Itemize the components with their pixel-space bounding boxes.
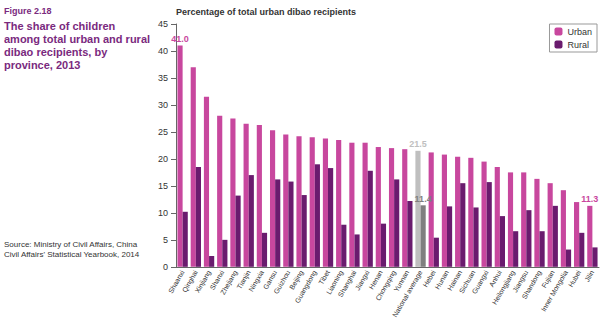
svg-text:30: 30 — [158, 100, 168, 110]
svg-text:Tianjin: Tianjin — [235, 269, 252, 291]
svg-text:Sichuan: Sichuan — [457, 269, 477, 295]
svg-text:Anhui: Anhui — [487, 269, 503, 288]
html-text:The share of children among to: The share of children among total urban … — [4, 20, 151, 71]
svg-text:11.4: 11.4 — [415, 194, 432, 204]
svg-text:0: 0 — [163, 262, 168, 272]
svg-text:Heilongjiang: Heilongjiang — [490, 269, 517, 306]
svg-text:25: 25 — [158, 127, 168, 137]
svg-text:Liaoning: Liaoning — [325, 269, 345, 296]
svg-text:National average: National average — [391, 269, 424, 319]
svg-text:Beijing: Beijing — [288, 269, 305, 291]
svg-text:Zhejiang: Zhejiang — [219, 269, 239, 296]
svg-text:Urban: Urban — [567, 27, 592, 37]
svg-text:10: 10 — [158, 208, 168, 218]
svg-text:Chongqing: Chongqing — [374, 269, 398, 302]
svg-text:Guangxi: Guangxi — [471, 269, 491, 296]
svg-text:Yunnan: Yunnan — [392, 269, 411, 294]
svg-text:Ningxia: Ningxia — [247, 269, 266, 293]
svg-text:Rural: Rural — [567, 40, 589, 50]
svg-text:Hainan: Hainan — [446, 269, 464, 292]
svg-text:11.3: 11.3 — [581, 194, 598, 204]
svg-text:Gansu: Gansu — [261, 269, 279, 291]
svg-text:Guizhou: Guizhou — [272, 269, 291, 295]
svg-text:35: 35 — [158, 73, 168, 83]
svg-text:Henan: Henan — [367, 269, 384, 291]
svg-text:Fujian: Fujian — [540, 269, 556, 289]
svg-text:Hebei: Hebei — [421, 269, 437, 289]
svg-text:40: 40 — [158, 46, 168, 56]
html-text:Figure 2.18: Figure 2.18 — [4, 6, 52, 16]
svg-text:Xinjiang: Xinjiang — [194, 269, 213, 295]
svg-text:Tibet: Tibet — [317, 269, 332, 286]
svg-text:Hunan: Hunan — [433, 269, 450, 291]
svg-text:Shanghai: Shanghai — [336, 269, 358, 299]
svg-text:Hubei: Hubei — [567, 269, 582, 289]
svg-text:Shandong: Shandong — [520, 269, 543, 301]
svg-text:5: 5 — [163, 235, 168, 245]
html-text:Source: Ministry of Civil Affa: Source: Ministry of Civil Affairs, China… — [4, 240, 140, 259]
svg-text:21.5: 21.5 — [409, 139, 427, 149]
svg-text:41.0: 41.0 — [171, 34, 189, 44]
svg-text:45: 45 — [158, 19, 168, 29]
svg-text:15: 15 — [158, 181, 168, 191]
svg-text:Jiangxi: Jiangxi — [353, 269, 371, 292]
svg-text:20: 20 — [158, 154, 168, 164]
svg-text:Shanxi: Shanxi — [208, 269, 226, 292]
svg-text:Jiangsu: Jiangsu — [511, 269, 530, 294]
svg-text:Qinghai: Qinghai — [180, 269, 199, 294]
svg-text:Shaanxi: Shaanxi — [167, 269, 186, 295]
svg-text:Jilin: Jilin — [583, 269, 595, 283]
svg-text:Guangdong: Guangdong — [294, 269, 319, 305]
svg-text:Percentage of total urban diba: Percentage of total urban dibao recipien… — [176, 7, 356, 17]
svg-text:Inner Mongolia: Inner Mongolia — [540, 269, 570, 313]
